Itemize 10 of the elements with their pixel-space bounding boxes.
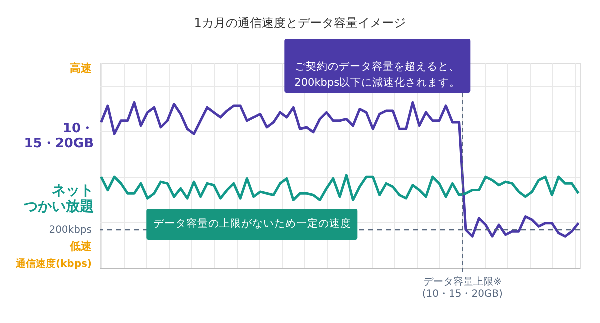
text: ご契約のデータ容量を超えると、 200kbps以下に減速化されます。	[294, 60, 461, 89]
text: 低速	[69, 240, 93, 253]
text: 高速	[70, 62, 93, 75]
ref-line-label: 200kbps	[49, 224, 92, 236]
series-label: 10・15・20GB	[24, 122, 94, 152]
chart-title: 1カ月の通信速度とデータ容量イメージ	[194, 16, 406, 30]
series-label: ネットつかい放題	[23, 183, 94, 216]
annotation: データ容量の上限がないため一定の速度	[154, 217, 352, 230]
y-axis-title: 通信速度(kbps)	[14, 258, 92, 270]
text: データ容量上限※ (10・15・20GB)	[422, 276, 504, 300]
